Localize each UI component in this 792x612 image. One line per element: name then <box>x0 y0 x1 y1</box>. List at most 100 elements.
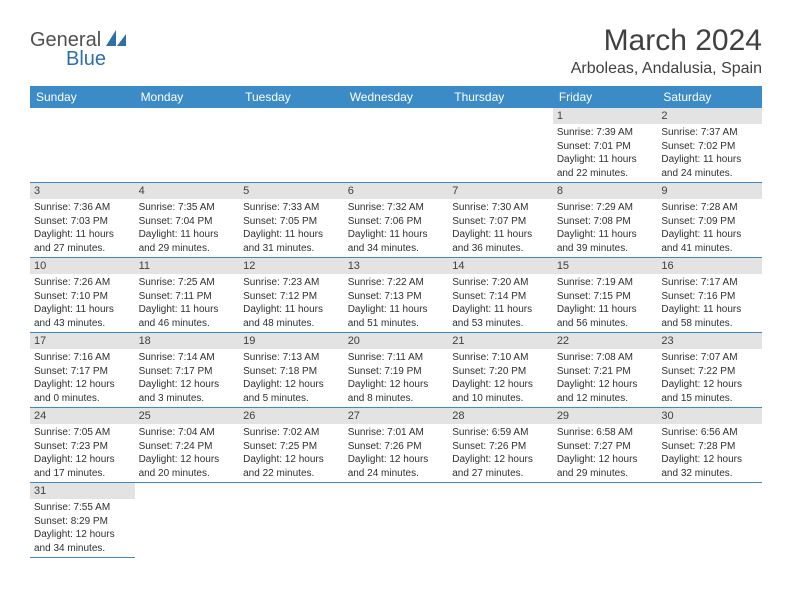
sunrise-line: Sunrise: 7:11 AM <box>348 352 423 363</box>
daylight-line: Daylight: 11 hours and 27 minutes. <box>34 229 114 254</box>
day-details: Sunrise: 6:59 AM Sunset: 7:26 PM Daylight:… <box>448 424 553 482</box>
day-number: 5 <box>239 183 344 199</box>
daylight-line: Daylight: 12 hours and 20 minutes. <box>139 454 220 479</box>
day-details: Sunrise: 7:07 AMSunset: 7:22 PMDaylight:… <box>657 349 762 407</box>
calendar-cell: 24Sunrise: 7:05 AMSunset: 7:23 PMDayligh… <box>30 408 135 483</box>
sunset-line: Sunset: 7:03 PM <box>34 216 108 227</box>
calendar-cell <box>239 108 344 183</box>
calendar-cell: 8Sunrise: 7:29 AMSunset: 7:08 PMDaylight… <box>553 183 658 258</box>
day-details: Sunrise: 7:14 AMSunset: 7:17 PMDaylight:… <box>135 349 240 407</box>
sunset-line: Sunset: 7:18 PM <box>243 366 317 377</box>
sunset-line: Sunset: 7:16 PM <box>661 291 735 302</box>
day-details: Sunrise: 7:26 AMSunset: 7:10 PMDaylight:… <box>30 274 135 332</box>
daylight-line: Daylight: 12 hours and 5 minutes. <box>243 379 324 404</box>
calendar-cell: 23Sunrise: 7:07 AMSunset: 7:22 PMDayligh… <box>657 333 762 408</box>
daylight-line: Daylight: 12 hours and 29 minutes. <box>557 454 638 479</box>
day-number: 8 <box>553 183 658 199</box>
sunrise-line: Sunrise: 7:05 AM <box>34 427 110 438</box>
calendar-cell: 22Sunrise: 7:08 AMSunset: 7:21 PMDayligh… <box>553 333 658 408</box>
day-details: Sunrise: 7:04 AMSunset: 7:24 PMDaylight:… <box>135 424 240 482</box>
day-header: Tuesday <box>239 86 344 108</box>
day-header: Sunday <box>30 86 135 108</box>
calendar-cell: 14Sunrise: 7:20 AMSunset: 7:14 PMDayligh… <box>448 258 553 333</box>
calendar-cell: 16Sunrise: 7:17 AMSunset: 7:16 PMDayligh… <box>657 258 762 333</box>
calendar-cell: 5Sunrise: 7:33 AMSunset: 7:05 PMDaylight… <box>239 183 344 258</box>
day-number: 2 <box>657 108 762 124</box>
month-title: March 2024 <box>571 24 762 58</box>
day-details: Sunrise: 7:02 AMSunset: 7:25 PMDaylight:… <box>239 424 344 482</box>
sunrise-line: Sunrise: 7:22 AM <box>348 277 424 288</box>
day-details: Sunrise: 7:11 AMSunset: 7:19 PMDaylight:… <box>344 349 449 407</box>
calendar-cell <box>344 108 449 183</box>
calendar-cell <box>30 108 135 183</box>
day-details: Sunrise: 7:32 AMSunset: 7:06 PMDaylight:… <box>344 199 449 257</box>
sunset-line: Sunset: 7:17 PM <box>34 366 108 377</box>
day-details: Sunrise: 7:35 AMSunset: 7:04 PMDaylight:… <box>135 199 240 257</box>
sunset-line: Sunset: 8:29 PM <box>34 516 108 527</box>
day-details: Sunrise: 7:36 AMSunset: 7:03 PMDaylight:… <box>30 199 135 257</box>
sunset-line: Sunset: 7:23 PM <box>34 441 108 452</box>
calendar-row: 24Sunrise: 7:05 AMSunset: 7:23 PMDayligh… <box>30 408 762 483</box>
daylight-line: Daylight: 11 hours and 34 minutes. <box>348 229 428 254</box>
day-number: 16 <box>657 258 762 274</box>
day-details: Sunrise: 7:39 AMSunset: 7:01 PMDaylight:… <box>553 124 658 182</box>
sunrise-line: Sunrise: 7:35 AM <box>139 202 215 213</box>
calendar-row: 3Sunrise: 7:36 AMSunset: 7:03 PMDaylight… <box>30 183 762 258</box>
day-number: 28 <box>448 408 553 424</box>
calendar-cell <box>344 483 449 558</box>
day-header: Friday <box>553 86 658 108</box>
sunset-line: Sunset: 7:19 PM <box>348 366 422 377</box>
daylight-line: Daylight: 12 hours and 17 minutes. <box>34 454 115 479</box>
day-header: Wednesday <box>344 86 449 108</box>
day-header: Monday <box>135 86 240 108</box>
day-number: 7 <box>448 183 553 199</box>
daylight-line: Daylight: 12 hours and 15 minutes. <box>661 379 742 404</box>
calendar-row: 1Sunrise: 7:39 AMSunset: 7:01 PMDaylight… <box>30 108 762 183</box>
sunrise-line: Sunrise: 7:25 AM <box>139 277 215 288</box>
day-details: Sunrise: 7:20 AMSunset: 7:14 PMDaylight:… <box>448 274 553 332</box>
calendar-cell: 19Sunrise: 7:13 AMSunset: 7:18 PMDayligh… <box>239 333 344 408</box>
sunrise-line: Sunrise: 7:29 AM <box>557 202 633 213</box>
sunrise-line: Sunrise: 6:59 AM <box>452 427 528 438</box>
sunrise-line: Sunrise: 7:16 AM <box>34 352 110 363</box>
day-number: 13 <box>344 258 449 274</box>
sunrise-line: Sunrise: 7:13 AM <box>243 352 319 363</box>
day-details: Sunrise: 7:10 AMSunset: 7:20 PMDaylight:… <box>448 349 553 407</box>
sunrise-line: Sunrise: 7:02 AM <box>243 427 319 438</box>
daylight-line: Daylight: 12 hours and 22 minutes. <box>243 454 324 479</box>
sunset-line: Sunset: 7:28 PM <box>661 441 735 452</box>
day-details: Sunrise: 7:01 AMSunset: 7:26 PMDaylight:… <box>344 424 449 482</box>
sunrise-line: Sunrise: 7:33 AM <box>243 202 319 213</box>
sunset-line: Sunset: 7:26 PM <box>452 441 526 452</box>
sunrise-line: Sunrise: 7:32 AM <box>348 202 424 213</box>
daylight-line: Daylight: 12 hours and 10 minutes. <box>452 379 533 404</box>
calendar-cell: 3Sunrise: 7:36 AMSunset: 7:03 PMDaylight… <box>30 183 135 258</box>
daylight-line: Daylight: 12 hours and 27 minutes. <box>452 454 533 479</box>
daylight-line: Daylight: 12 hours and 3 minutes. <box>139 379 220 404</box>
sunset-line: Sunset: 7:15 PM <box>557 291 631 302</box>
daylight-line: Daylight: 11 hours and 22 minutes. <box>557 154 637 179</box>
day-number: 30 <box>657 408 762 424</box>
day-details: Sunrise: 7:37 AMSunset: 7:02 PMDaylight:… <box>657 124 762 182</box>
day-number: 12 <box>239 258 344 274</box>
calendar-cell: 2Sunrise: 7:37 AMSunset: 7:02 PMDaylight… <box>657 108 762 183</box>
calendar-cell: 29Sunrise: 6:58 AMSunset: 7:27 PMDayligh… <box>553 408 658 483</box>
day-number: 22 <box>553 333 658 349</box>
day-header: Saturday <box>657 86 762 108</box>
sunset-line: Sunset: 7:05 PM <box>243 216 317 227</box>
day-number: 14 <box>448 258 553 274</box>
daylight-line: Daylight: 11 hours and 39 minutes. <box>557 229 637 254</box>
day-number: 20 <box>344 333 449 349</box>
calendar-cell: 12Sunrise: 7:23 AMSunset: 7:12 PMDayligh… <box>239 258 344 333</box>
sunrise-line: Sunrise: 7:19 AM <box>557 277 633 288</box>
sunset-line: Sunset: 7:24 PM <box>139 441 213 452</box>
day-number: 27 <box>344 408 449 424</box>
calendar-cell <box>448 108 553 183</box>
sunset-line: Sunset: 7:01 PM <box>557 141 631 152</box>
logo: General Blue <box>30 24 128 69</box>
calendar-cell <box>135 483 240 558</box>
sunrise-line: Sunrise: 7:14 AM <box>139 352 215 363</box>
sunrise-line: Sunrise: 7:20 AM <box>452 277 528 288</box>
day-number: 4 <box>135 183 240 199</box>
calendar-cell: 9Sunrise: 7:28 AMSunset: 7:09 PMDaylight… <box>657 183 762 258</box>
